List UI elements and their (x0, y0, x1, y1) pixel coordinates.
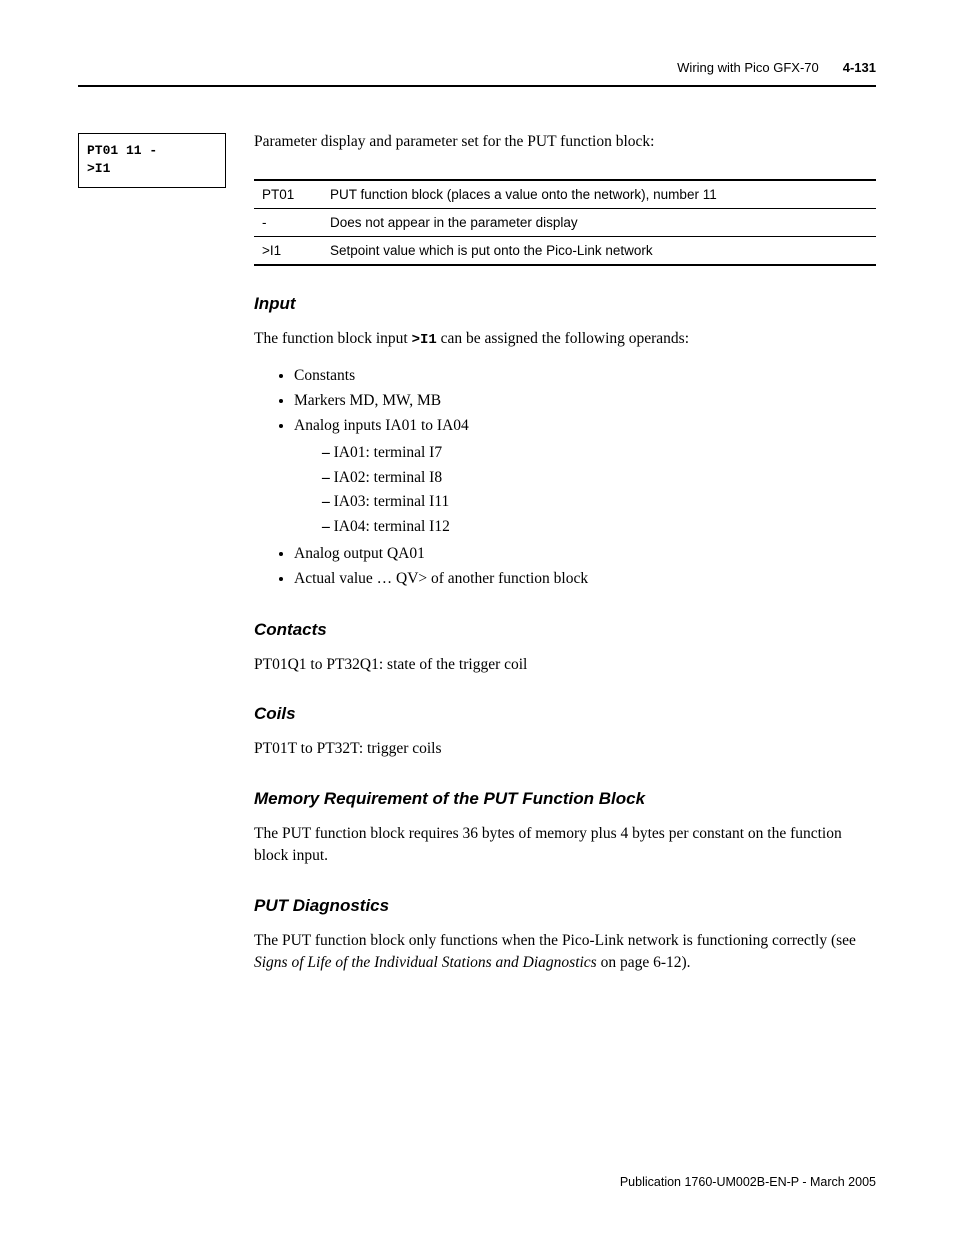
table-row: - Does not appear in the parameter displ… (254, 209, 876, 237)
coils-para: PT01T to PT32T: trigger coils (254, 738, 874, 760)
list-item: Markers MD, MW, MB (294, 389, 874, 414)
table-row: >I1 Setpoint value which is put onto the… (254, 237, 876, 266)
list-item: Constants (294, 364, 874, 389)
heading-diagnostics: PUT Diagnostics (254, 896, 874, 916)
diag-para-a: The PUT function block only functions wh… (254, 932, 856, 949)
header-title: Wiring with Pico GFX-70 (677, 60, 819, 75)
header-pageno: 4-131 (843, 60, 876, 75)
sub-list-item: IA04: terminal I12 (322, 515, 874, 540)
running-header: Wiring with Pico GFX-70 4-131 (78, 60, 876, 75)
heading-contacts: Contacts (254, 620, 874, 640)
cell-key: - (254, 209, 322, 237)
list-item-text: Analog inputs IA01 to IA04 (294, 417, 469, 434)
parameter-table: PT01 PUT function block (places a value … (254, 179, 876, 266)
input-para-b: can be assigned the following operands: (437, 330, 689, 347)
header-rule (78, 85, 876, 87)
main-column: Input The function block input >I1 can b… (254, 294, 874, 974)
sub-list: IA01: terminal I7 IA02: terminal I8 IA03… (322, 441, 874, 540)
sub-list-item: IA01: terminal I7 (322, 441, 874, 466)
diagnostics-para: The PUT function block only functions wh… (254, 930, 874, 975)
memory-para: The PUT function block requires 36 bytes… (254, 823, 874, 868)
list-item: Actual value … QV> of another function b… (294, 567, 874, 592)
input-para-a: The function block input (254, 330, 412, 347)
diag-ital: Signs of Life of the Individual Stations… (254, 954, 597, 971)
input-para: The function block input >I1 can be assi… (254, 328, 874, 350)
heading-coils: Coils (254, 704, 874, 724)
footer-publication: Publication 1760-UM002B-EN-P - March 200… (620, 1175, 876, 1189)
cell-value: PUT function block (places a value onto … (322, 180, 876, 209)
table-row: PT01 PUT function block (places a value … (254, 180, 876, 209)
list-item: Analog inputs IA01 to IA04 IA01: termina… (294, 414, 874, 540)
heading-input: Input (254, 294, 874, 314)
cell-value: Setpoint value which is put onto the Pic… (322, 237, 876, 266)
contacts-para: PT01Q1 to PT32Q1: state of the trigger c… (254, 654, 874, 676)
diag-para-b: on page 6-12). (597, 954, 691, 971)
cell-key: >I1 (254, 237, 322, 266)
input-mono: >I1 (412, 332, 437, 348)
list-item: Analog output QA01 (294, 542, 874, 567)
heading-memory: Memory Requirement of the PUT Function B… (254, 789, 874, 809)
intro-col: Parameter display and parameter set for … (254, 133, 876, 266)
intro-para: Parameter display and parameter set for … (254, 133, 876, 151)
top-row: PT01 11 - >I1 Parameter display and para… (78, 133, 876, 266)
parameter-display-box: PT01 11 - >I1 (78, 133, 226, 188)
cell-value: Does not appear in the parameter display (322, 209, 876, 237)
cell-key: PT01 (254, 180, 322, 209)
input-bullets: Constants Markers MD, MW, MB Analog inpu… (294, 364, 874, 591)
sub-list-item: IA03: terminal I11 (322, 490, 874, 515)
sub-list-item: IA02: terminal I8 (322, 466, 874, 491)
aside-line2: >I1 (87, 160, 217, 178)
aside-line1: PT01 11 - (87, 142, 217, 160)
page: Wiring with Pico GFX-70 4-131 PT01 11 - … (0, 0, 954, 1235)
